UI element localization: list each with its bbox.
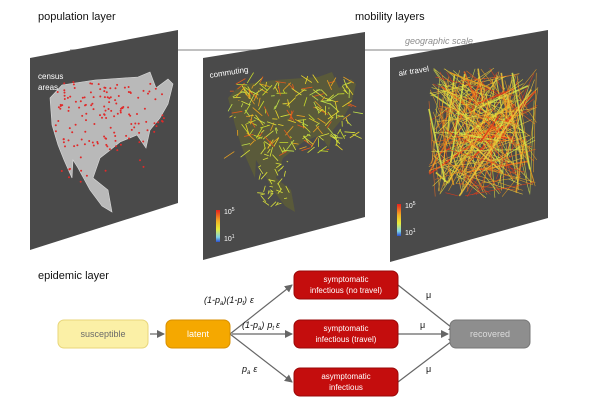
symptomatic-notravel-label-2: infectious (no travel) [310, 286, 382, 295]
symptomatic-notravel-box [293, 270, 399, 300]
rate-mu-asymp: μ [426, 364, 431, 374]
recovered-box [449, 319, 531, 349]
latent-box [165, 319, 231, 349]
susceptible-box [57, 319, 149, 349]
geographic-scale-label: geographic scale [405, 36, 474, 46]
arrow-latent-notravel [229, 284, 293, 335]
census-dots [54, 81, 165, 183]
rate-asymptomatic: pa ε [241, 364, 258, 376]
commuting-legend-bottom: 101 [224, 234, 235, 243]
latent-label: latent [187, 329, 210, 339]
epidemic-layer-heading: epidemic layer [38, 270, 109, 282]
asymptomatic-box [293, 367, 399, 397]
rate-travel: (1-pa) pt ε [242, 320, 281, 332]
transition-arrows [150, 284, 457, 383]
population-panel [30, 30, 178, 250]
asymptomatic-label-2: infectious [329, 383, 363, 392]
asymptomatic-label-1: asymptomatic [321, 372, 370, 381]
symptomatic-travel-label-1: symptomatic [324, 324, 369, 333]
commuting-network [223, 72, 363, 208]
air-legend-colorbar [397, 204, 401, 236]
air-legend-top: 105 [405, 201, 416, 210]
air-travel-panel [390, 30, 548, 262]
arrow-latent-asymp [229, 333, 293, 383]
rate-mu-travel: μ [420, 320, 425, 330]
commuting-panel [203, 32, 365, 260]
recovered-label: recovered [470, 329, 510, 339]
rate-notravel: (1-pa)(1-pt) ε [204, 295, 255, 307]
census-label-2: areas [38, 83, 58, 92]
commuting-legend-colorbar [216, 210, 220, 242]
air-travel-network [428, 67, 539, 199]
population-layer-heading: population layer [38, 11, 116, 23]
symptomatic-travel-label-2: infectious (travel) [316, 335, 377, 344]
symptomatic-travel-box [293, 319, 399, 349]
mobility-layers-heading: mobility layers [355, 11, 425, 23]
census-label-1: census [38, 72, 63, 81]
susceptible-label: susceptible [80, 329, 125, 339]
symptomatic-notravel-label-1: symptomatic [324, 275, 369, 284]
population-map [49, 71, 174, 213]
commuting-legend-top: 105 [224, 207, 235, 216]
arrow-notravel-recovered [397, 284, 457, 332]
rate-mu-notravel: μ [426, 290, 431, 300]
arrow-asymp-recovered [397, 337, 457, 383]
air-legend-bottom: 101 [405, 228, 416, 237]
